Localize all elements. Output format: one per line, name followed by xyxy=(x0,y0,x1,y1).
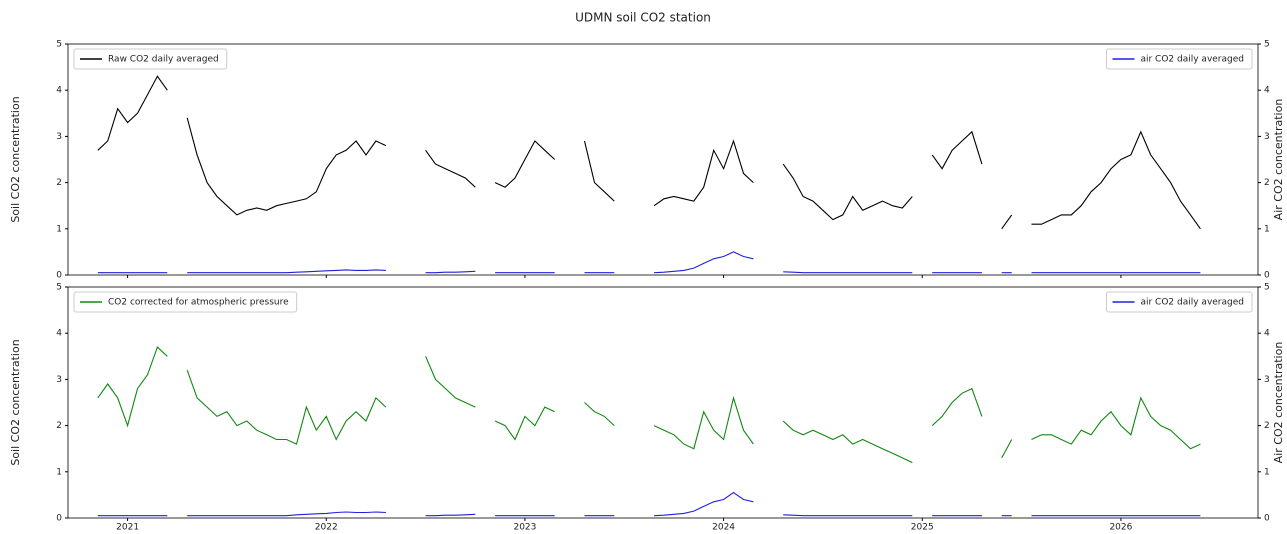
data-line xyxy=(97,491,1201,517)
legend-label: air CO2 daily averaged xyxy=(1140,298,1244,308)
y-tick-label: 5 xyxy=(56,40,62,50)
y-tick-label: 3 xyxy=(56,375,62,385)
data-line xyxy=(97,251,1201,274)
data-line xyxy=(97,346,1201,464)
legend-box xyxy=(73,48,228,70)
y-tick-label: 5 xyxy=(56,283,62,293)
y2-axis-label: Air CO2 concentration xyxy=(1272,342,1285,464)
legend-box xyxy=(1105,291,1253,313)
y2-tick-label: 0 xyxy=(1264,271,1270,281)
y2-tick-label: 2 xyxy=(1264,421,1270,431)
y2-axis-label: Air CO2 concentration xyxy=(1272,99,1285,221)
y-tick-label: 1 xyxy=(56,224,62,234)
legend-label: CO2 corrected for atmospheric pressure xyxy=(108,298,289,308)
y2-tick-label: 2 xyxy=(1264,178,1270,188)
x-tick-label: 2024 xyxy=(712,523,735,533)
y2-tick-label: 0 xyxy=(1264,514,1270,524)
plot-frame xyxy=(67,286,1259,519)
y-tick-label: 0 xyxy=(56,514,62,524)
y2-tick-label: 3 xyxy=(1264,375,1270,385)
y2-tick-label: 1 xyxy=(1264,467,1270,477)
legend-box xyxy=(1105,48,1253,70)
figure-title: UDMN soil CO2 station xyxy=(575,11,711,25)
x-tick-label: 2023 xyxy=(513,523,536,533)
y-tick-label: 3 xyxy=(56,132,62,142)
legend-label: air CO2 daily averaged xyxy=(1140,55,1244,65)
y-tick-label: 2 xyxy=(56,421,62,431)
legend-box xyxy=(73,291,298,313)
y-tick-label: 4 xyxy=(56,329,62,339)
y2-tick-label: 5 xyxy=(1264,283,1270,293)
data-line xyxy=(97,75,1201,230)
y2-tick-label: 5 xyxy=(1264,40,1270,50)
y-tick-label: 4 xyxy=(56,86,62,96)
legend-label: Raw CO2 daily averaged xyxy=(108,55,219,65)
y2-tick-label: 4 xyxy=(1264,329,1270,339)
y2-tick-label: 3 xyxy=(1264,132,1270,142)
y2-tick-label: 1 xyxy=(1264,224,1270,234)
y-tick-label: 1 xyxy=(56,467,62,477)
y2-tick-label: 4 xyxy=(1264,86,1270,96)
y-tick-label: 2 xyxy=(56,178,62,188)
x-tick-label: 2022 xyxy=(315,523,338,533)
y-tick-label: 0 xyxy=(56,271,62,281)
y-axis-label: Soil CO2 concentration xyxy=(9,96,22,222)
plot-frame xyxy=(67,43,1259,276)
y-axis-label: Soil CO2 concentration xyxy=(9,339,22,465)
x-tick-label: 2026 xyxy=(1109,523,1132,533)
x-tick-label: 2021 xyxy=(116,523,139,533)
x-tick-label: 2025 xyxy=(911,523,934,533)
